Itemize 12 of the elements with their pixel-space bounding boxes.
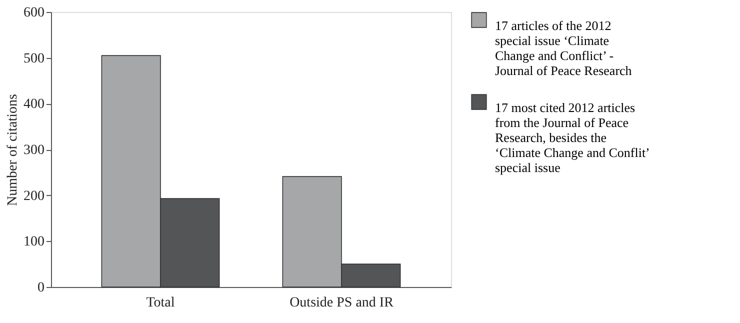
y-axis-title: Number of citations: [6, 94, 20, 206]
y-tick-label: 100: [24, 234, 44, 250]
y-tick-label: 500: [24, 51, 44, 66]
y-tick-label: 0: [38, 280, 44, 296]
y-tick-label: 600: [24, 6, 44, 20]
legend-label: 17 articles of the 2012 special issue ‘Climate Change and Conflict’ - Journal of Peace Research: [495, 18, 632, 78]
legend-label: 17 most cited 2012 articles from the Journal of Peace Research, besides the ‘Climate Change and Conflit’ special issue: [495, 100, 650, 175]
y-tick-label: 300: [24, 143, 44, 158]
x-tick-label: Total: [146, 296, 175, 310]
x-tick-label: Outside PS and IR: [290, 296, 394, 310]
y-tick-label: 200: [24, 188, 44, 204]
y-tick-label: 400: [24, 97, 44, 112]
